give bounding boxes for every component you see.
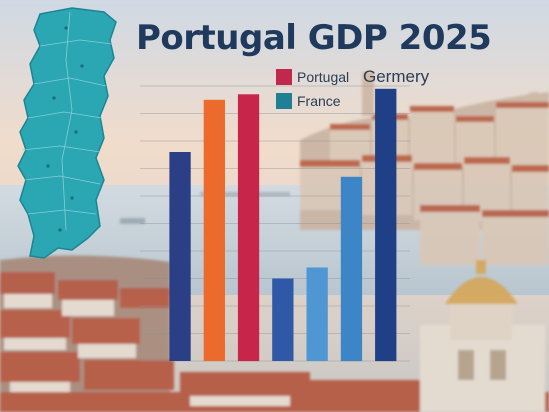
bar-5 [306, 267, 328, 361]
bar-1 [169, 152, 191, 361]
legend-item-germery: Germery [363, 67, 429, 87]
chart-title: Portugal GDP 2025 [136, 18, 492, 58]
bar-4 [272, 278, 294, 361]
bar-6 [340, 176, 363, 362]
legend-label-portugal: Portugal [297, 69, 350, 85]
legend-label-france: France [297, 93, 341, 109]
portugal-map-icon [17, 7, 117, 259]
legend-swatch-france [276, 93, 292, 109]
legend-label-germery: Germery [363, 67, 430, 86]
legend-swatch-portugal [276, 69, 292, 85]
bar-2 [203, 99, 225, 362]
bar-7 [375, 88, 397, 362]
legend-item-portugal: Portugal [276, 69, 349, 85]
bar-3 [237, 94, 260, 362]
bars-group [169, 88, 397, 362]
legend-item-france: France [276, 93, 341, 109]
